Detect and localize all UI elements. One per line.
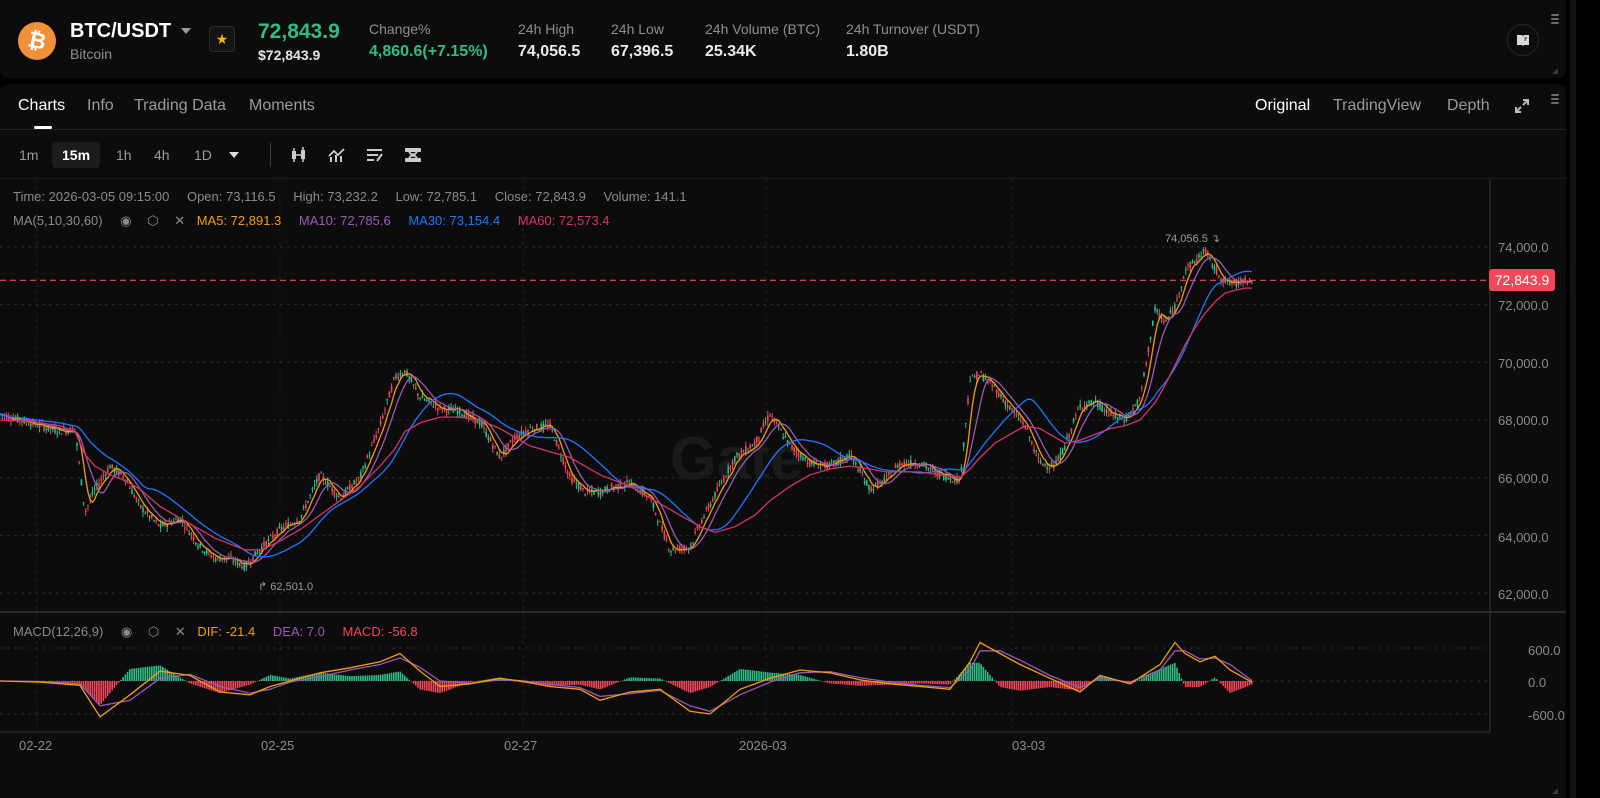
resize-handle-icon[interactable]: [1552, 68, 1558, 74]
candlestick-icon[interactable]: [288, 144, 310, 166]
close-icon[interactable]: ✕: [174, 624, 186, 639]
last-price-usd: $72,843.9: [258, 47, 321, 63]
y-axis-label: 72,000.0: [1498, 298, 1549, 313]
ohlc-legend: Time: 2026-03-05 09:15:00 Open: 73,116.5…: [13, 189, 701, 204]
dea-value: DEA: 7.0: [272, 624, 325, 639]
current-price-tag: 72,843.9: [1489, 269, 1555, 291]
macd-axis-label: -600.0: [1528, 708, 1565, 723]
timeframe-1m[interactable]: 1m: [19, 147, 39, 163]
guide-button[interactable]: [1507, 24, 1539, 56]
y-axis-label: 66,000.0: [1498, 471, 1549, 486]
toolbar-divider: [270, 143, 271, 167]
x-axis-label: 02-25: [261, 738, 295, 753]
timeframe-more-chevron-icon[interactable]: [229, 152, 239, 158]
x-axis-label: 2026-03: [739, 738, 787, 753]
macd-legend: MACD(12,26,9) ◉ ⬡ ✕ DIF: -21.4 DEA: 7.0 …: [13, 624, 432, 640]
tab-charts[interactable]: Charts: [18, 97, 66, 114]
settings-icon[interactable]: ⬡: [147, 213, 159, 228]
candlestick-chart[interactable]: Gate: [0, 179, 1566, 798]
ohlc-close: Close: 72,843.9: [494, 189, 586, 204]
ma-legend: MA(5,10,30,60) ◉ ⬡ ✕ MA5: 72,891.3 MA10:…: [13, 213, 624, 229]
eye-icon[interactable]: ◉: [120, 213, 132, 228]
timeframe-15m[interactable]: 15m: [52, 142, 101, 168]
last-price: 72,843.9: [258, 20, 340, 43]
indicator-icon[interactable]: [326, 144, 348, 166]
x-axis-label: 02-27: [504, 738, 538, 753]
ma5-value: MA5: 72,891.3: [196, 213, 282, 228]
low-marker-label: ↱ 62,501.0: [258, 581, 314, 593]
high-marker-label: 74,056.5 ↴: [1165, 233, 1221, 245]
ma-title: MA(5,10,30,60): [13, 213, 103, 228]
chevron-down-icon[interactable]: [181, 28, 191, 34]
resize-handle-icon[interactable]: [1552, 788, 1558, 794]
y-axis-label: 70,000.0: [1498, 356, 1549, 371]
macd-title: MACD(12,26,9): [13, 624, 104, 639]
eye-icon[interactable]: ◉: [120, 624, 133, 639]
svg-text:Gate: Gate: [670, 425, 803, 492]
ohlc-time: Time: 2026-03-05 09:15:00: [13, 189, 170, 204]
ma30-value: MA30: 73,154.4: [408, 213, 501, 228]
macd-axis-label: 0.0: [1528, 675, 1547, 690]
ohlc-high: High: 73,232.2: [293, 189, 378, 204]
drawing-icon[interactable]: [364, 144, 386, 166]
stat-24h-low: 24h Low 67,396.5: [611, 21, 674, 60]
x-axis-label: 03-03: [1012, 738, 1046, 753]
tab-trading-data[interactable]: Trading Data: [134, 97, 226, 114]
stat-24h-turnover: 24h Turnover (USDT) 1.80B: [846, 21, 980, 60]
timeframe-1h[interactable]: 1h: [116, 147, 132, 163]
ma60-value: MA60: 72,573.4: [517, 213, 610, 228]
ohlc-open: Open: 73,116.5: [186, 189, 276, 204]
bitcoin-icon: ₿: [18, 22, 56, 60]
arrow-down-icon: ↴: [1210, 233, 1221, 245]
y-axis-label: 64,000.0: [1498, 530, 1549, 545]
y-axis-label: 74,000.0: [1498, 240, 1549, 255]
settings-icon[interactable]: ⬡: [147, 624, 160, 639]
x-axis-label: 02-22: [19, 738, 53, 753]
active-tab-indicator: [34, 126, 52, 129]
stat-change: Change% 4,860.6(+7.15%): [369, 21, 488, 60]
ohlc-volume: Volume: 141.1: [603, 189, 687, 204]
fullscreen-icon[interactable]: [1514, 98, 1530, 114]
drag-handle-icon[interactable]: [1551, 14, 1559, 26]
chart-toolbar: 1m 15m 1h 4h 1D: [0, 131, 1566, 179]
y-axis-label: 68,000.0: [1498, 413, 1549, 428]
right-panel-edge: [1566, 0, 1600, 798]
star-icon: ★: [215, 30, 229, 47]
view-original[interactable]: Original: [1255, 97, 1311, 114]
macd-axis-label: 600.0: [1528, 643, 1561, 658]
tab-moments[interactable]: Moments: [249, 97, 315, 114]
close-icon[interactable]: ✕: [174, 213, 186, 228]
arrow-up-icon: ↱: [258, 581, 268, 593]
pair-full-name: Bitcoin: [70, 46, 113, 62]
dif-value: DIF: -21.4: [197, 624, 256, 639]
stat-24h-volume: 24h Volume (BTC) 25.34K: [705, 21, 821, 60]
ohlc-low: Low: 72,785.1: [395, 189, 478, 204]
macd-value: MACD: -56.8: [342, 624, 418, 639]
drag-handle-icon[interactable]: [1551, 94, 1559, 106]
timeframe-4h[interactable]: 4h: [154, 147, 170, 163]
timeframe-1d[interactable]: 1D: [194, 147, 212, 163]
pair-selector[interactable]: BTC/USDT: [70, 20, 172, 42]
settings-swap-icon[interactable]: [402, 144, 424, 166]
view-depth[interactable]: Depth: [1447, 97, 1490, 114]
panel-tabs: Charts Info Trading Data Moments Origina…: [0, 84, 1566, 130]
favorite-button[interactable]: ★: [209, 26, 235, 52]
tab-info[interactable]: Info: [87, 97, 114, 114]
book-icon: [1517, 35, 1529, 46]
stat-24h-high: 24h High 74,056.5: [518, 21, 581, 60]
ticker-header: ₿ BTC/USDT Bitcoin ★ 72,843.9 $72,843.9 …: [0, 0, 1566, 78]
ma10-value: MA10: 72,785.6: [298, 213, 391, 228]
y-axis-label: 62,000.0: [1498, 587, 1549, 602]
view-tradingview[interactable]: TradingView: [1333, 97, 1422, 114]
